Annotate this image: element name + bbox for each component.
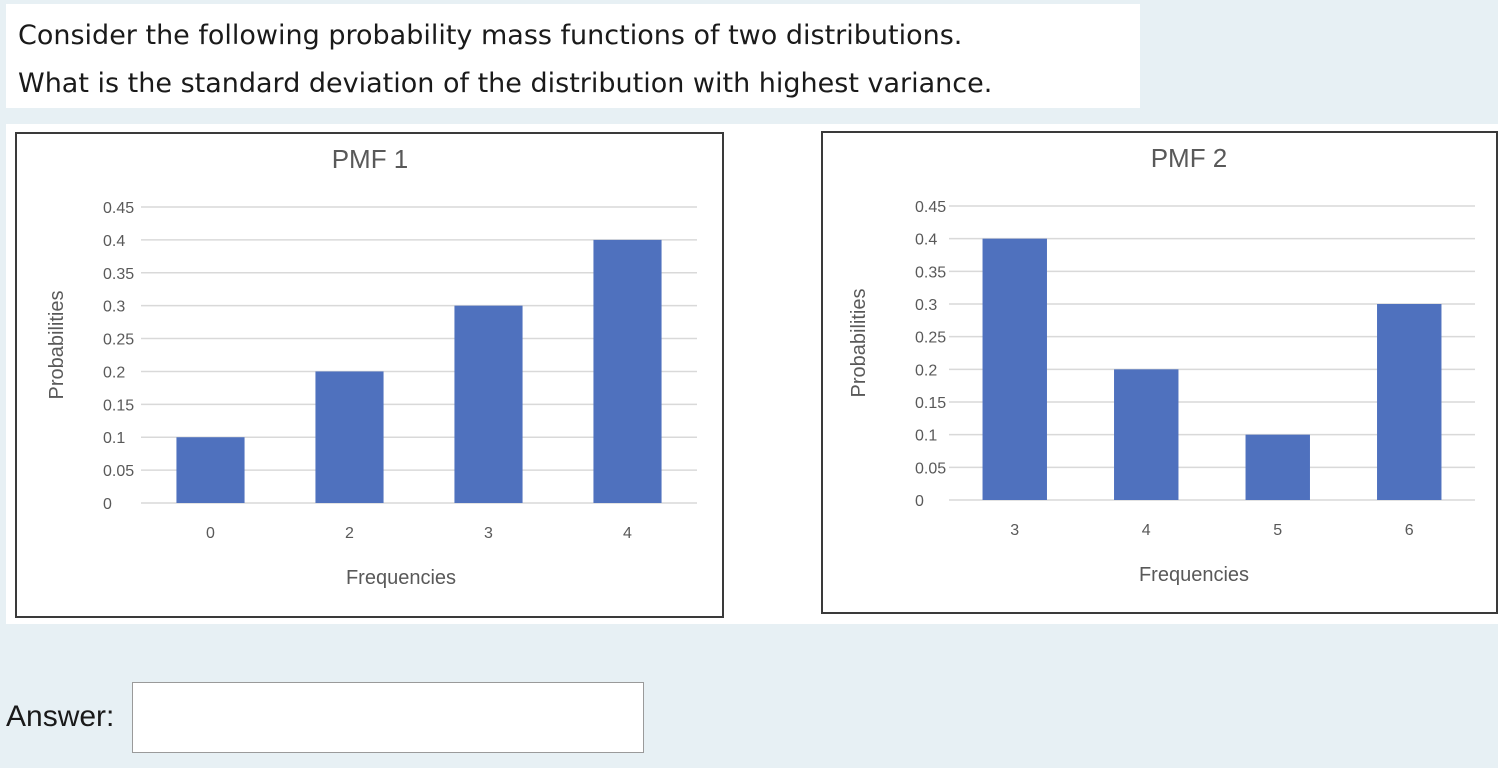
pmf-2-bar: [1245, 434, 1310, 500]
pmf-2-x-tick-label: 3: [1010, 522, 1019, 539]
question-line-1: Consider the following probability mass …: [18, 20, 963, 51]
pmf-2-x-axis-label: Frequencies: [1139, 564, 1249, 586]
pmf-1-bar: [176, 437, 245, 503]
pmf-2-bar: [982, 238, 1047, 500]
pmf-2-y-axis-label: Probabilities: [848, 289, 870, 398]
pmf-1-y-axis-label: Probabilities: [46, 291, 68, 400]
pmf-1-x-tick-label: 0: [206, 525, 215, 542]
pmf-2-y-tick-label: 0.4: [915, 232, 937, 249]
pmf-2-bar: [1114, 369, 1179, 500]
pmf-2-title: PMF 2: [1151, 143, 1228, 173]
pmf-1-title: PMF 1: [332, 144, 409, 174]
pmf-2-y-tick-label: 0.1: [915, 428, 937, 445]
pmf-2-y-tick-label: 0.3: [915, 297, 937, 314]
pmf-1-y-tick-label: 0.25: [103, 332, 134, 349]
pmf-1-chart-svg: PMF 1 0 0.05 0.1 0.15 0.2 0.25 0.3 0.35 0.4 0.45 0 2…: [46, 144, 697, 589]
pmf-2-y-tick-label: 0.25: [915, 330, 946, 347]
pmf-2-bar: [1377, 304, 1442, 500]
pmf-1-bar: [593, 239, 662, 503]
pmf-2-y-tick-label: 0.2: [915, 362, 937, 379]
pmf-1-x-tick-label: 2: [345, 525, 354, 542]
pmf-1-bar: [454, 305, 523, 503]
pmf-1-y-tick-label: 0.1: [103, 430, 125, 447]
pmf-1-chart: PMF 1 0 0.05 0.1 0.15 0.2 0.25 0.3 0.35 0.4 0.45 0 2…: [15, 132, 724, 618]
pmf-1-y-tick-label: 0.05: [103, 463, 134, 480]
answer-label: Answer:: [6, 700, 115, 733]
question-line-2: What is the standard deviation of the di…: [18, 68, 993, 99]
pmf-1-x-tick-label: 4: [623, 525, 632, 542]
pmf-2-y-tick-label: 0.45: [915, 199, 946, 216]
pmf-2-x-tick-label: 4: [1142, 522, 1151, 539]
pmf-2-y-tick-label: 0.35: [915, 264, 946, 281]
pmf-1-y-tick-label: 0: [103, 496, 112, 513]
pmf-1-y-tick-label: 0.15: [103, 397, 134, 414]
pmf-1-y-tick-label: 0.3: [103, 299, 125, 316]
pmf-2-x-tick-label: 5: [1273, 522, 1282, 539]
question-panel: Consider the following probability mass …: [6, 4, 1140, 108]
pmf-1-x-axis-label: Frequencies: [346, 567, 456, 589]
pmf-1-bar: [315, 371, 384, 503]
pmf-1-y-tick-label: 0.35: [103, 266, 134, 283]
pmf-1-x-tick-label: 3: [484, 525, 493, 542]
pmf-1-y-tick-label: 0.2: [103, 364, 125, 381]
pmf-2-x-tick-label: 6: [1405, 522, 1414, 539]
pmf-2-y-tick-label: 0.05: [915, 460, 946, 477]
pmf-2-y-tick-label: 0: [915, 493, 924, 510]
answer-input[interactable]: [132, 682, 644, 753]
pmf-2-chart-svg: PMF 2 0 0.05 0.1 0.15 0.2 0.25 0.3 0.35 0.4 0.45 3 4…: [848, 143, 1475, 586]
pmf-2-y-tick-label: 0.15: [915, 395, 946, 412]
pmf-1-y-tick-label: 0.4: [103, 233, 125, 250]
pmf-2-chart: PMF 2 0 0.05 0.1 0.15 0.2 0.25 0.3 0.35 0.4 0.45 3 4…: [821, 131, 1498, 614]
pmf-1-y-tick-label: 0.45: [103, 200, 134, 217]
